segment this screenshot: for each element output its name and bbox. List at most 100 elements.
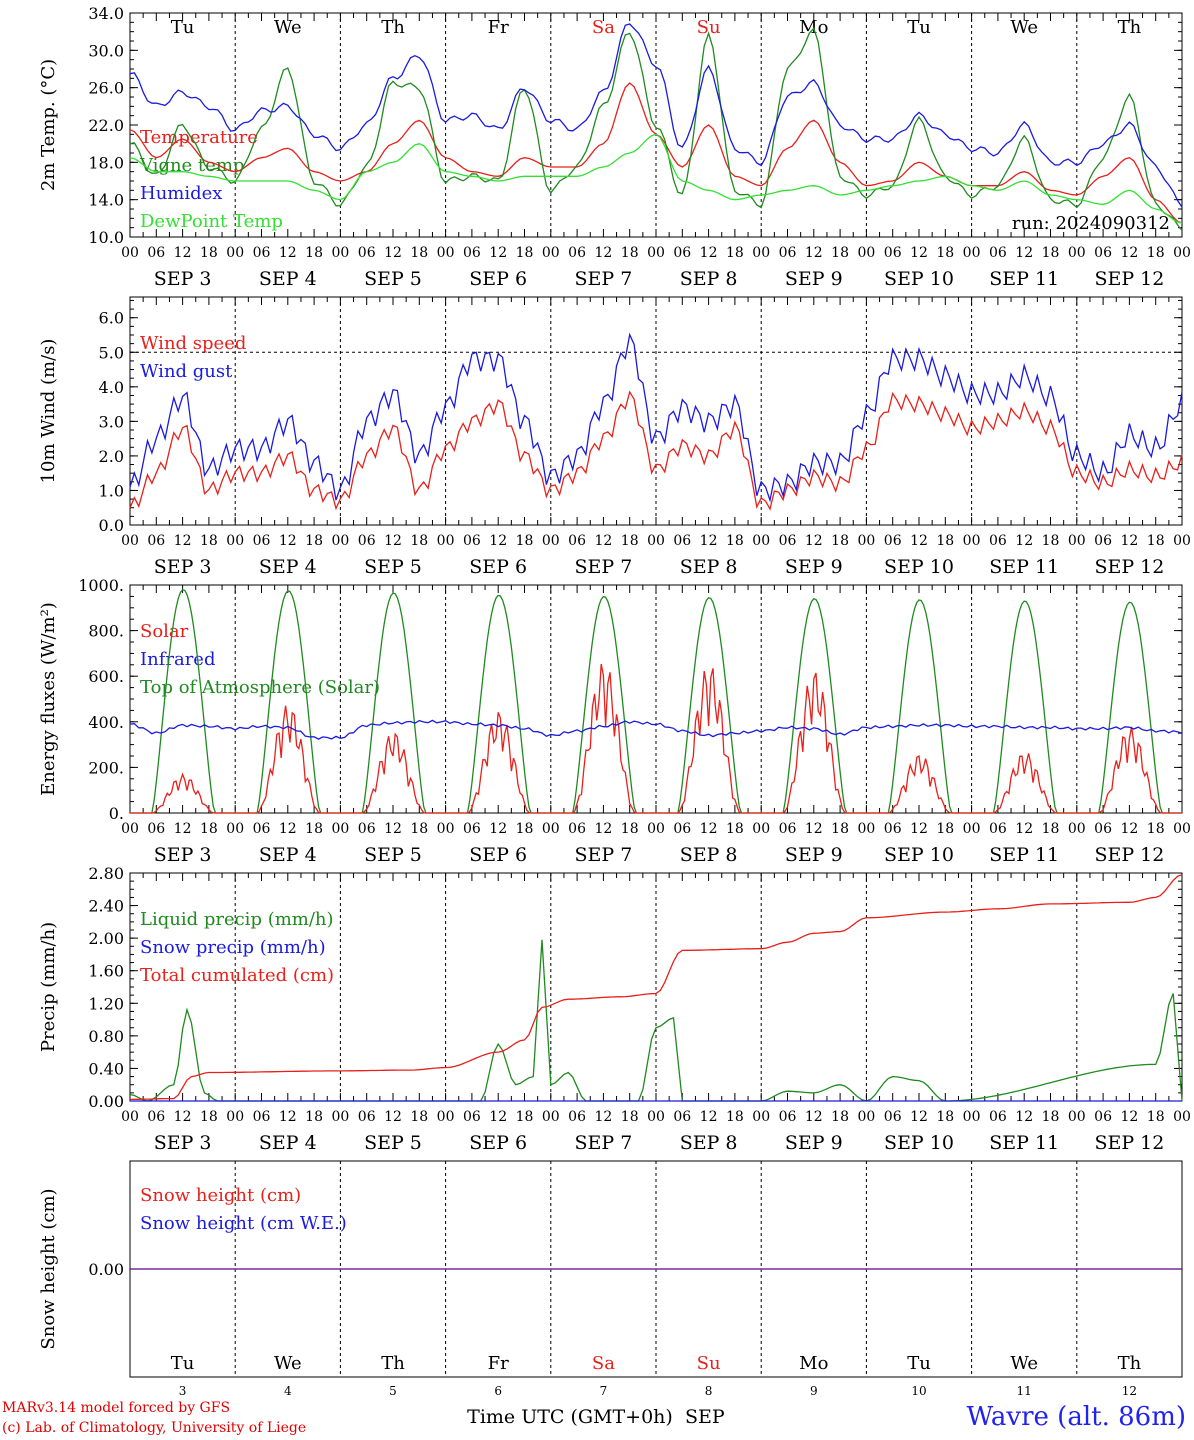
hour-tick-label: 12 <box>384 821 402 837</box>
hour-tick-label: 00 <box>1173 821 1191 837</box>
date-label: SEP 6 <box>469 556 527 578</box>
y-tick-label: 1.20 <box>88 994 124 1013</box>
hour-tick-label: 18 <box>516 533 534 549</box>
y-tick-label: 34.0 <box>88 4 124 23</box>
hour-tick-label: 00 <box>647 533 665 549</box>
hour-tick-label: 18 <box>305 821 323 837</box>
hour-tick-label: 18 <box>621 533 639 549</box>
hour-tick-label: 12 <box>174 1109 192 1125</box>
y-axis-label: Precip (mm/h) <box>38 922 59 1052</box>
day-of-week-label: Tu <box>171 17 195 38</box>
hour-tick-label: 06 <box>358 533 376 549</box>
hour-tick-label: 00 <box>121 533 139 549</box>
hour-tick-label: 18 <box>936 1109 954 1125</box>
date-label: SEP 3 <box>154 844 212 866</box>
hour-tick-label: 00 <box>1068 1109 1086 1125</box>
y-tick-label: 10.0 <box>88 228 124 247</box>
y-tick-label: 1.0 <box>99 481 124 500</box>
hour-tick-label: 00 <box>1068 533 1086 549</box>
series-line-solar <box>130 663 1182 814</box>
hour-tick-label: 18 <box>936 533 954 549</box>
hour-tick-label: 12 <box>700 245 718 261</box>
day-of-week-label: We <box>1010 1353 1038 1374</box>
hour-tick-label: 06 <box>884 533 902 549</box>
hour-tick-label: 06 <box>673 821 691 837</box>
hour-tick-label: 00 <box>226 821 244 837</box>
hour-tick-label: 18 <box>516 245 534 261</box>
hour-tick-label: 18 <box>621 245 639 261</box>
y-tick-label: 2.40 <box>88 897 124 916</box>
hour-tick-label: 06 <box>989 1109 1007 1125</box>
date-label: SEP 8 <box>680 556 738 578</box>
hour-tick-label: 06 <box>989 245 1007 261</box>
hour-tick-label: 12 <box>279 245 297 261</box>
hour-tick-label: 18 <box>305 533 323 549</box>
hour-tick-label: 18 <box>621 1109 639 1125</box>
hour-tick-label: 06 <box>358 1109 376 1125</box>
series-line-wind-speed <box>129 390 1183 511</box>
hour-tick-label: 12 <box>489 1109 507 1125</box>
series-line-total <box>129 873 1183 1101</box>
hour-tick-label: 00 <box>226 1109 244 1125</box>
day-of-week-label: We <box>274 1353 302 1374</box>
day-number-label: 3 <box>179 1384 187 1398</box>
hour-tick-label: 12 <box>1120 533 1138 549</box>
date-label: SEP 10 <box>884 844 954 866</box>
y-tick-label: 0.80 <box>88 1027 124 1046</box>
hour-tick-label: 00 <box>857 533 875 549</box>
day-of-week-label: Su <box>697 1353 721 1374</box>
hour-tick-label: 00 <box>121 821 139 837</box>
day-number-label: 6 <box>494 1384 502 1398</box>
day-of-week-label: Th <box>381 17 405 38</box>
hour-tick-label: 00 <box>437 533 455 549</box>
hour-tick-label: 18 <box>726 1109 744 1125</box>
y-tick-label: 3.0 <box>99 412 124 431</box>
hour-tick-label: 18 <box>726 821 744 837</box>
day-number-label: 9 <box>810 1384 818 1398</box>
hour-tick-label: 18 <box>831 1109 849 1125</box>
hour-tick-label: 12 <box>384 533 402 549</box>
y-tick-label: 2.0 <box>99 447 124 466</box>
hour-tick-label: 12 <box>384 1109 402 1125</box>
legend-entry: Solar <box>140 621 189 642</box>
y-tick-label: 2.00 <box>88 929 124 948</box>
y-tick-label: 0. <box>109 804 124 823</box>
hour-tick-label: 06 <box>358 245 376 261</box>
date-label: SEP 6 <box>469 844 527 866</box>
hour-tick-label: 06 <box>253 533 271 549</box>
hour-tick-label: 00 <box>857 245 875 261</box>
series-line-wind-gust <box>129 332 1183 503</box>
y-tick-label: 6.0 <box>99 309 124 328</box>
hour-tick-label: 06 <box>884 1109 902 1125</box>
day-of-week-label: Mo <box>799 1353 828 1374</box>
hour-tick-label: 06 <box>1094 821 1112 837</box>
date-label: SEP 11 <box>989 1132 1059 1154</box>
y-axis-label: Energy fluxes (W/m²) <box>38 602 59 796</box>
hour-tick-label: 00 <box>542 1109 560 1125</box>
day-of-week-label: Sa <box>592 1353 615 1374</box>
hour-tick-label: 00 <box>963 245 981 261</box>
hour-tick-label: 00 <box>963 821 981 837</box>
hour-tick-label: 12 <box>805 1109 823 1125</box>
date-label: SEP 3 <box>154 1132 212 1154</box>
hour-tick-label: 12 <box>174 245 192 261</box>
hour-tick-label: 12 <box>910 1109 928 1125</box>
hour-tick-label: 06 <box>884 245 902 261</box>
hour-tick-label: 12 <box>1120 821 1138 837</box>
lab-credit: (c) Lab. of Climatology, University of L… <box>2 1420 307 1436</box>
series-line-vigne-temp <box>129 27 1183 231</box>
hour-tick-label: 18 <box>1042 245 1060 261</box>
hour-tick-label: 06 <box>673 1109 691 1125</box>
date-label: SEP 11 <box>989 268 1059 290</box>
day-of-week-label: Fr <box>488 1353 509 1374</box>
hour-tick-label: 12 <box>700 533 718 549</box>
hour-tick-label: 18 <box>831 533 849 549</box>
hour-tick-label: 00 <box>1068 245 1086 261</box>
series-line-infrared <box>129 719 1183 740</box>
hour-tick-label: 00 <box>437 245 455 261</box>
day-of-week-label: Tu <box>907 1353 931 1374</box>
hour-tick-label: 12 <box>594 245 612 261</box>
hour-tick-label: 18 <box>410 821 428 837</box>
panel-5: 0.00 Snow height (cm) Snow height (cm) Snow… <box>38 1160 1183 1428</box>
legend-entry: Snow height (cm W.E.) <box>140 1213 347 1234</box>
